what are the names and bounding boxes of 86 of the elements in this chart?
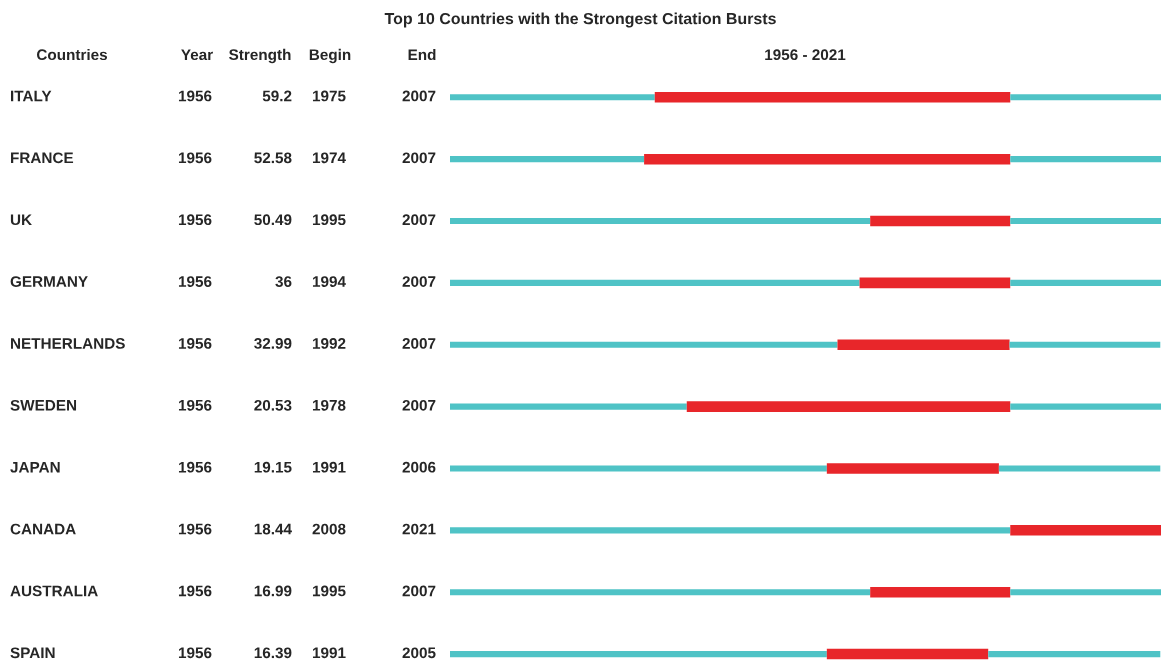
y-tick-label: JAPAN bbox=[10, 461, 60, 473]
bar bbox=[450, 156, 645, 163]
text: 2007 bbox=[402, 152, 436, 164]
text: 1956 bbox=[178, 399, 212, 411]
bar bbox=[870, 215, 1011, 227]
y-tick-label: GERMANY bbox=[10, 276, 88, 287]
bar bbox=[450, 651, 827, 658]
bar bbox=[837, 339, 1010, 351]
text: 1956 bbox=[178, 523, 212, 535]
bar bbox=[1010, 589, 1161, 596]
y-tick-label: ITALY bbox=[11, 90, 52, 102]
bar bbox=[1010, 279, 1161, 286]
bar bbox=[450, 403, 687, 410]
text: 52.58 bbox=[254, 152, 292, 164]
text: End bbox=[408, 48, 436, 61]
text: 1956 bbox=[178, 647, 212, 659]
text: 2021 bbox=[402, 523, 436, 535]
y-tick-label: SWEDEN bbox=[10, 399, 77, 411]
bar bbox=[826, 648, 989, 660]
text: 1956 bbox=[178, 152, 212, 164]
text: 16.39 bbox=[254, 647, 292, 659]
text: 1975 bbox=[312, 90, 346, 102]
text: 1995 bbox=[312, 214, 346, 226]
bar bbox=[644, 153, 1011, 165]
text: 18.44 bbox=[254, 523, 292, 535]
bar bbox=[450, 279, 860, 286]
text: 50.49 bbox=[254, 214, 292, 226]
text: Begin bbox=[309, 48, 351, 64]
bar bbox=[1009, 341, 1161, 348]
text: 2006 bbox=[402, 461, 436, 473]
bar bbox=[450, 217, 871, 225]
bar bbox=[450, 527, 1011, 534]
text: 1991 bbox=[312, 647, 346, 659]
text: 1956 bbox=[178, 585, 212, 597]
y-tick-label: UK bbox=[10, 214, 32, 226]
text: 1956 bbox=[178, 276, 212, 287]
text: 1956 bbox=[178, 214, 212, 226]
bar bbox=[450, 589, 871, 596]
bar bbox=[1010, 94, 1161, 101]
text: 16.99 bbox=[254, 585, 292, 597]
bar bbox=[870, 586, 1011, 598]
bar bbox=[1010, 525, 1161, 536]
text: 1992 bbox=[312, 338, 346, 349]
text: 59.2 bbox=[262, 90, 292, 102]
text: 1978 bbox=[312, 399, 346, 411]
text: 1991 bbox=[312, 461, 346, 473]
y-tick-label: CANADA bbox=[10, 523, 76, 535]
y-tick-label: FRANCE bbox=[11, 152, 74, 164]
chart-title: Top 10 Countries with the Strongest Citation Bursts bbox=[384, 12, 776, 28]
text: 2007 bbox=[402, 276, 436, 287]
bar bbox=[450, 94, 655, 101]
bar bbox=[654, 92, 1011, 103]
bar bbox=[826, 463, 999, 474]
text: Year bbox=[181, 49, 213, 61]
y-tick-label: NETHERLANDS bbox=[11, 338, 125, 349]
text: 1995 bbox=[312, 585, 346, 597]
bar bbox=[1010, 403, 1161, 410]
text: 20.53 bbox=[254, 399, 292, 411]
text: 2007 bbox=[402, 585, 436, 597]
text: 1994 bbox=[312, 276, 346, 287]
text: Strength bbox=[229, 48, 291, 64]
text: 2008 bbox=[312, 523, 346, 535]
bar bbox=[1010, 156, 1161, 163]
text: 2007 bbox=[402, 214, 436, 226]
y-tick-label: SPAIN bbox=[10, 647, 55, 659]
bar bbox=[1010, 217, 1161, 225]
y-tick-label: AUSTRALIA bbox=[10, 585, 98, 597]
text: 1956 bbox=[178, 90, 212, 102]
bar bbox=[450, 465, 827, 472]
text: 1956 bbox=[178, 461, 212, 473]
text: 19.15 bbox=[254, 461, 292, 473]
text: 2005 bbox=[402, 647, 436, 659]
text: Countries bbox=[36, 48, 108, 61]
text: 2007 bbox=[402, 90, 436, 102]
bar bbox=[686, 401, 1011, 412]
bar bbox=[998, 465, 1161, 472]
bar bbox=[450, 341, 838, 348]
bar bbox=[988, 651, 1161, 658]
text: 1974 bbox=[312, 152, 346, 164]
text: 2007 bbox=[402, 399, 436, 411]
text: 1956 - 2021 bbox=[765, 49, 846, 61]
bar bbox=[859, 277, 1011, 289]
text: 32.99 bbox=[254, 338, 292, 349]
text: 2007 bbox=[402, 338, 436, 349]
text: 36 bbox=[275, 276, 292, 287]
text: 1956 bbox=[178, 338, 212, 349]
